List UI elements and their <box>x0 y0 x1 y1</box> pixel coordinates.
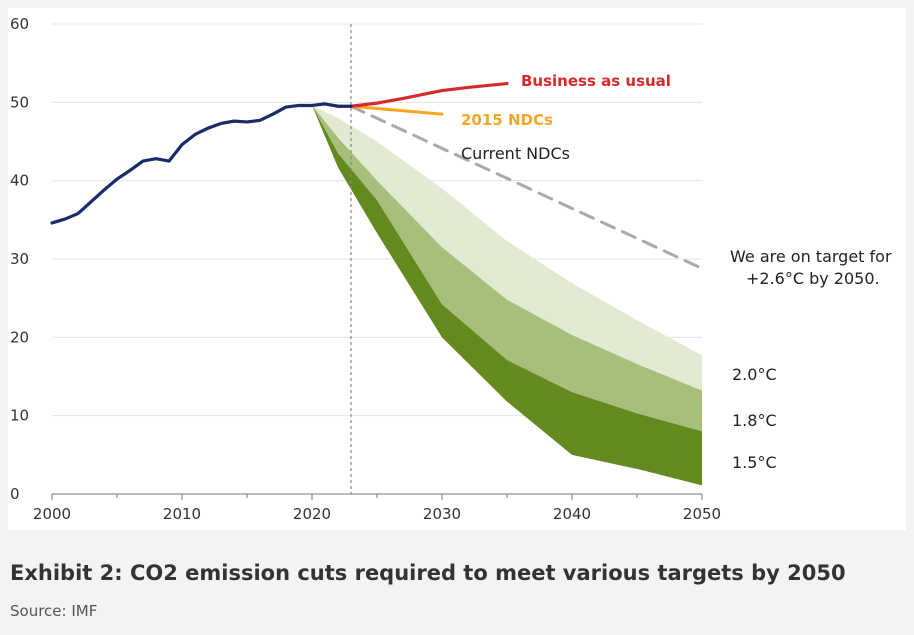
band-1-8-area <box>312 105 702 432</box>
y-tick-label: 50 <box>10 93 29 111</box>
chart-caption: Exhibit 2: CO2 emission cuts required to… <box>10 561 846 585</box>
series-lines <box>50 24 704 494</box>
x-tick-label: 2010 <box>163 505 201 523</box>
y-tick-label: 30 <box>10 250 29 268</box>
band-1-5-area <box>312 105 702 486</box>
current-ndcs-line <box>349 104 704 270</box>
target-note-line2: +2.6°C by 2050. <box>746 269 880 288</box>
label-business-as-usual: Business as usual <box>521 72 671 90</box>
business-as-usual-line <box>349 81 509 108</box>
label-current-ndcs: Current NDCs <box>461 144 570 163</box>
chart-source: Source: IMF <box>10 602 98 620</box>
label-band-2-0: 2.0°C <box>732 365 777 384</box>
label-2015-ndcs: 2015 NDCs <box>461 111 553 129</box>
x-tick-label: 2050 <box>683 505 721 523</box>
y-tick-label: 10 <box>10 407 29 425</box>
x-tick-label: 2020 <box>293 505 331 523</box>
x-tick-label: 2000 <box>33 505 71 523</box>
historical-emissions-line <box>50 102 353 225</box>
y-tick-label: 60 <box>10 15 29 33</box>
target-bands <box>312 105 702 486</box>
label-band-1-5: 1.5°C <box>732 453 777 472</box>
label-band-1-8: 1.8°C <box>732 411 777 430</box>
x-tick-label: 2030 <box>423 505 461 523</box>
y-tick-label: 0 <box>10 485 20 503</box>
annotations: Business as usual 2015 NDCs Current NDCs… <box>461 72 892 472</box>
y-tick-label: 20 <box>10 328 29 346</box>
2015-ndcs-line <box>349 104 444 116</box>
band-2-0-area <box>312 105 702 391</box>
target-note-line1: We are on target for <box>730 247 892 266</box>
chart-panel: 0 10 20 30 40 50 60 2000 2010 2020 2030 2040 2050 Bu… <box>8 8 906 530</box>
y-tick-label: 40 <box>10 172 29 190</box>
x-tick-label: 2040 <box>553 505 591 523</box>
